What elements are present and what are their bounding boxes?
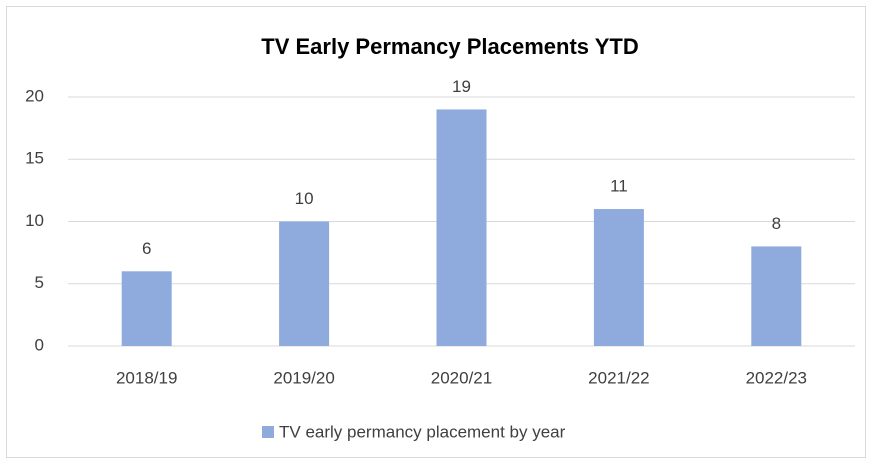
y-tick-label: 0	[35, 335, 44, 354]
bar	[751, 246, 802, 346]
y-tick-label: 15	[25, 149, 44, 168]
y-tick-label: 10	[25, 211, 44, 230]
bar	[121, 271, 172, 346]
x-tick-label: 2019/20	[273, 368, 334, 387]
legend-swatch	[262, 426, 274, 438]
bar	[436, 109, 487, 346]
x-tick-label: 2022/23	[746, 368, 807, 387]
legend-label: TV early permancy placement by year	[279, 422, 566, 441]
bar	[593, 209, 644, 346]
data-label: 8	[772, 214, 781, 233]
chart-title: TV Early Permancy Placements YTD	[261, 34, 638, 59]
bar	[279, 221, 330, 346]
x-tick-label: 2018/19	[116, 368, 177, 387]
data-label: 6	[142, 239, 151, 258]
x-tick-label: 2020/21	[431, 368, 492, 387]
data-label: 10	[295, 189, 314, 208]
data-label: 19	[452, 77, 471, 96]
chart-border	[6, 6, 866, 458]
y-tick-label: 5	[35, 273, 44, 292]
data-label: 11	[610, 177, 628, 196]
y-tick-label: 20	[25, 86, 44, 105]
x-tick-label: 2021/22	[588, 368, 649, 387]
